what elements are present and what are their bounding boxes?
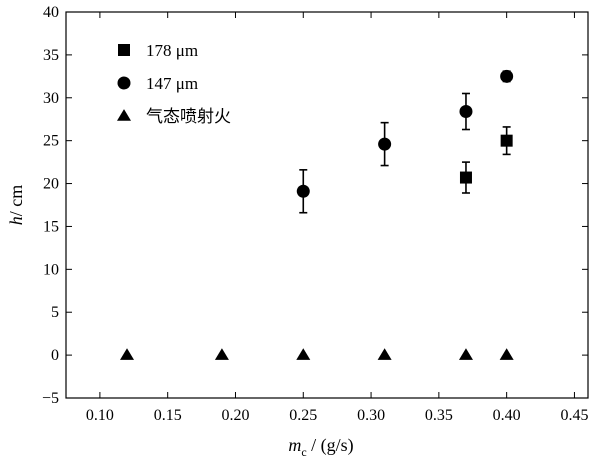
y-axis-label: h/ cm	[6, 185, 26, 226]
legend-marker-square	[118, 44, 130, 56]
x-tick-label: 0.25	[289, 407, 317, 424]
data-point-circle	[459, 105, 473, 119]
x-tick-label: 0.35	[425, 407, 453, 424]
y-tick-label: 25	[43, 133, 59, 150]
y-tick-label: −5	[42, 390, 59, 407]
x-tick-label: 0.15	[154, 407, 182, 424]
legend-label: 147 μm	[146, 74, 198, 93]
y-axis-label-main: h	[6, 216, 26, 225]
x-axis-label-unit: / (g/s)	[307, 435, 354, 456]
legend: 178 μm 147 μm 气态喷射火	[117, 41, 231, 127]
y-axis-label-unit: / cm	[6, 185, 26, 217]
data-point-triangle	[120, 348, 135, 360]
data-point-triangle	[296, 348, 311, 360]
y-tick-label: 5	[51, 304, 59, 321]
data-point-triangle	[458, 348, 473, 360]
data-point-circle	[500, 69, 514, 83]
x-tick-label: 0.45	[560, 407, 588, 424]
x-tick-label: 0.30	[357, 407, 385, 424]
legend-label: 178 μm	[146, 41, 198, 60]
y-tick-label: 10	[43, 261, 59, 278]
x-tick-label: 0.10	[86, 407, 114, 424]
data-marks	[120, 69, 514, 360]
legend-marker-triangle	[117, 109, 131, 121]
axis-ticks: 0.10 0.15 0.20 0.25 0.30 0.35 0.40 0.45 −5 0 5 10 15…	[42, 4, 588, 424]
legend-label: 气态喷射火	[146, 107, 231, 127]
data-point-circle	[378, 137, 392, 151]
x-tick-label: 0.20	[221, 407, 249, 424]
x-axis-label-sub: c	[301, 445, 306, 459]
y-tick-label: 0	[51, 347, 59, 364]
x-tick-label: 0.40	[493, 407, 521, 424]
plot-frame	[65, 11, 589, 399]
data-point-triangle	[499, 348, 514, 360]
legend-marker-circle	[117, 76, 131, 90]
data-point-square	[459, 171, 472, 184]
y-tick-label: 30	[43, 90, 59, 107]
data-point-triangle	[377, 348, 392, 360]
data-point-square	[500, 134, 513, 147]
y-tick-label: 40	[43, 4, 59, 21]
y-tick-label: 35	[43, 47, 59, 64]
plot-area-border	[65, 11, 589, 399]
x-axis-label-main: m	[288, 435, 301, 455]
data-point-circle	[296, 184, 310, 198]
y-tick-label: 15	[43, 218, 59, 235]
y-tick-label: 20	[43, 176, 59, 193]
data-point-triangle	[214, 348, 229, 360]
x-axis-label: mc / (g/s)	[288, 435, 353, 459]
